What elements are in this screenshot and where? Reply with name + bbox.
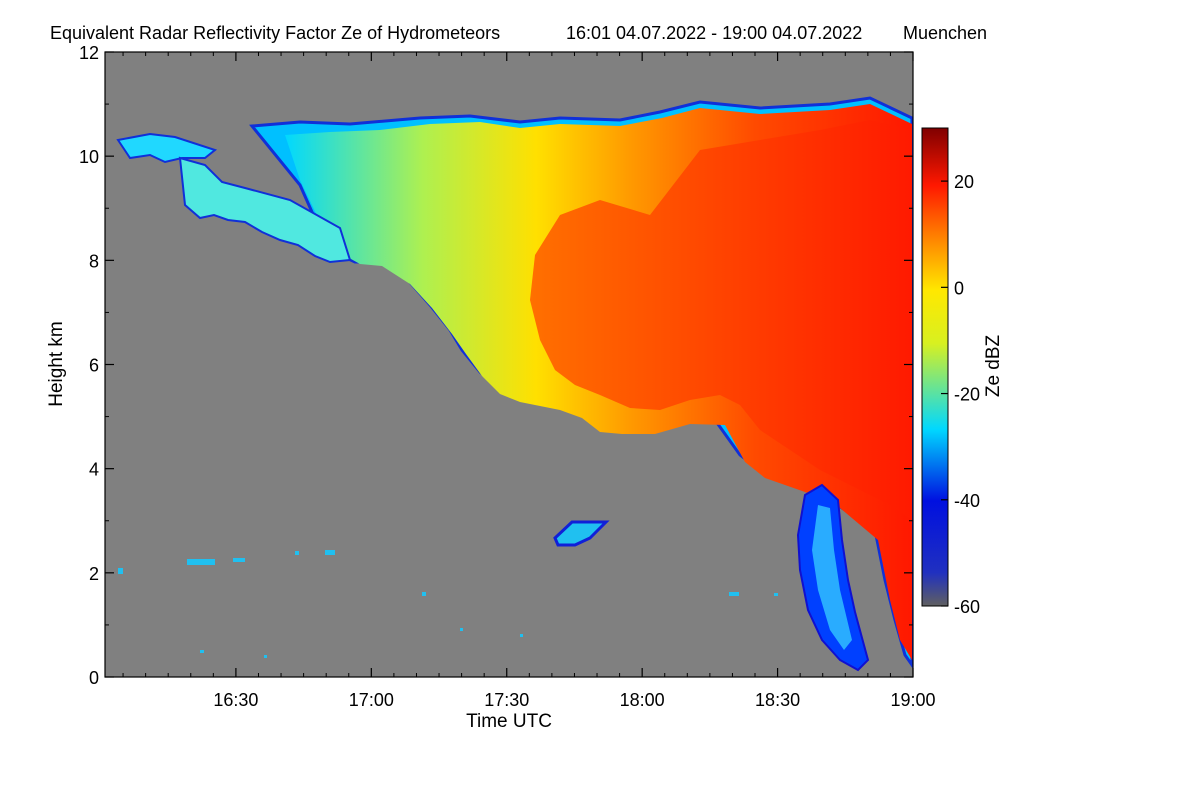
noise-pixels xyxy=(118,550,778,658)
colorbar-axis: -60 -40 -20 0 20 xyxy=(941,172,980,617)
y-tick-label: 4 xyxy=(89,460,99,480)
x-axis: 16:30 17:00 17:30 18:00 18:30 19:00 xyxy=(122,52,936,710)
colorbar-tick-label: -20 xyxy=(954,385,980,405)
upper-left-fragments xyxy=(116,132,218,164)
colorbar-label: Ze dBZ xyxy=(983,334,1004,397)
x-axis-label: Time UTC xyxy=(466,711,552,732)
y-tick-label: 2 xyxy=(89,564,99,584)
upper-left-virga xyxy=(178,156,352,264)
colorbar xyxy=(921,127,949,607)
x-tick-label: 18:30 xyxy=(755,690,800,710)
chart-time-range: 16:01 04.07.2022 - 19:00 04.07.2022 xyxy=(566,23,862,43)
x-tick-label: 16:30 xyxy=(213,690,258,710)
colorbar-tick-label: -40 xyxy=(954,491,980,511)
y-axis: 0 2 4 6 8 10 12 xyxy=(79,43,913,688)
colorbar-tick-label: 0 xyxy=(954,278,964,298)
y-tick-label: 0 xyxy=(89,668,99,688)
chart-location: Muenchen xyxy=(903,23,987,43)
y-tick-label: 12 xyxy=(79,43,99,63)
echo-layer xyxy=(116,96,913,672)
x-tick-label: 17:30 xyxy=(484,690,529,710)
y-tick-label: 6 xyxy=(89,356,99,376)
x-tick-label: 19:00 xyxy=(890,690,935,710)
x-tick-label: 18:00 xyxy=(620,690,665,710)
precipitation-streak-inner xyxy=(812,505,852,650)
chart-title: Equivalent Radar Reflectivity Factor Ze … xyxy=(50,23,500,43)
y-tick-label: 8 xyxy=(89,251,99,271)
colorbar-tick-label: -60 xyxy=(954,597,980,617)
colorbar-tick-label: 20 xyxy=(954,172,974,192)
y-tick-label: 10 xyxy=(79,147,99,167)
reflectivity-core xyxy=(530,120,912,520)
y-axis-label: Height km xyxy=(46,321,67,407)
isolated-echo xyxy=(553,520,610,547)
x-tick-label: 17:00 xyxy=(349,690,394,710)
